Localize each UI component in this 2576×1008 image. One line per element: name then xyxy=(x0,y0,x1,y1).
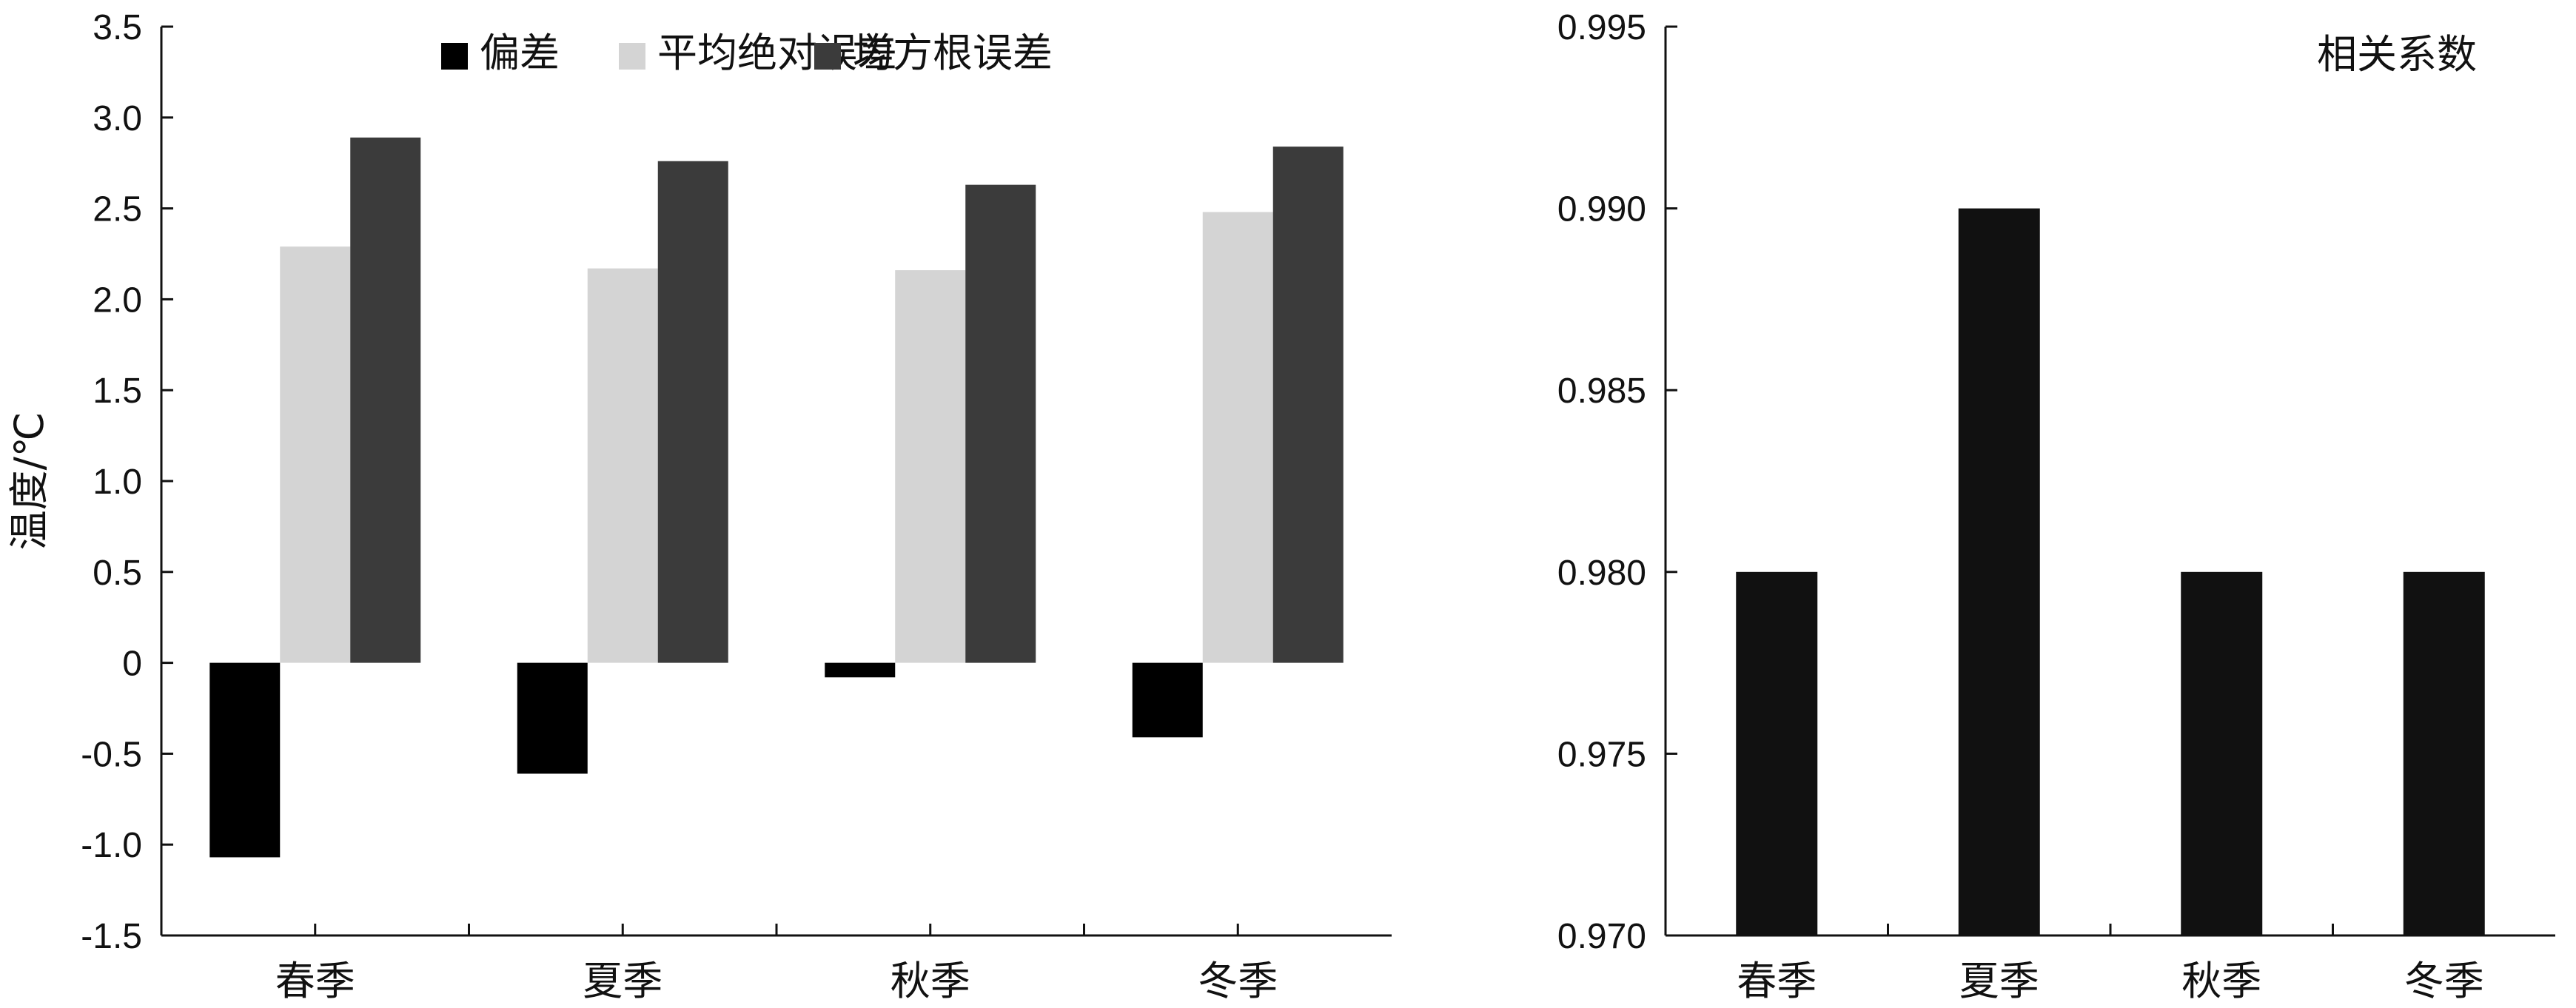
bar-rmse xyxy=(350,137,421,663)
left-y-tick-label: 1.0 xyxy=(93,463,142,502)
right-y-tick-label: 0.985 xyxy=(1557,372,1646,411)
left-y-tick-label: 0.5 xyxy=(93,554,142,593)
right-category-label: 夏季 xyxy=(1959,958,2039,1004)
legend-swatch xyxy=(619,43,645,70)
bar-correlation xyxy=(1958,208,2040,936)
bar-mae xyxy=(1202,212,1273,663)
right-y-tick-label: 0.995 xyxy=(1557,8,1646,47)
legend-label: 平均绝对误差 xyxy=(657,30,897,76)
legend-label: 相关系数 xyxy=(2317,31,2477,78)
right-y-tick-label: 0.970 xyxy=(1557,917,1646,956)
right-y-tick-label: 0.990 xyxy=(1557,190,1646,229)
bar-mae xyxy=(895,270,966,663)
bar-mae xyxy=(587,268,658,663)
left-category-label: 夏季 xyxy=(583,958,663,1004)
left-y-tick-label: 3.0 xyxy=(93,99,142,138)
left-y-tick-label: -1.0 xyxy=(81,826,142,865)
left-y-tick-label: -0.5 xyxy=(81,735,142,774)
bar-correlation xyxy=(2181,571,2263,935)
right-category-label: 春季 xyxy=(1737,958,1817,1004)
bar-correlation xyxy=(2403,571,2485,935)
left-y-tick-label: 2.0 xyxy=(93,280,142,320)
left-y-tick-label: 2.5 xyxy=(93,190,142,229)
bar-bias xyxy=(825,662,896,678)
bar-mae xyxy=(280,246,351,663)
left-y-axis-title: 温度/℃ xyxy=(6,412,53,551)
bar-correlation xyxy=(1736,571,1818,935)
bar-rmse xyxy=(657,161,728,663)
left-y-tick-label: 1.5 xyxy=(93,372,142,411)
bar-bias xyxy=(517,662,588,774)
right-y-tick-label: 0.980 xyxy=(1557,554,1646,593)
left-y-tick-label: 3.5 xyxy=(93,8,142,47)
right-category-label: 冬季 xyxy=(2404,958,2484,1004)
correlation-bar-chart: 0.970 0.975 0.980 0.985 0.990 0.995 春季 夏季 秋季 冬季 相关… xyxy=(1557,8,2555,1004)
error-bar-chart: -1.5 -1.0 -0.5 0 0.5 1.0 1.5 2.0 2.5 3.0 3.5 温度/℃ 春季… xyxy=(6,8,1392,1004)
left-y-tick-label: -1.5 xyxy=(81,917,142,956)
left-category-label: 秋季 xyxy=(890,958,970,1004)
legend-swatch xyxy=(441,43,468,70)
bar-rmse xyxy=(965,184,1036,663)
left-y-tick-label: 0 xyxy=(122,645,142,684)
left-category-label: 春季 xyxy=(275,958,355,1004)
right-y-tick-label: 0.975 xyxy=(1557,735,1646,774)
bar-rmse xyxy=(1272,147,1344,663)
right-category-label: 秋季 xyxy=(2181,958,2261,1004)
legend-label: 偏差 xyxy=(480,30,560,76)
bar-bias xyxy=(209,662,281,858)
left-category-label: 冬季 xyxy=(1198,958,1278,1004)
legend-swatch xyxy=(814,43,841,70)
bar-bias xyxy=(1132,662,1203,738)
legend-label: 均方根误差 xyxy=(853,30,1053,76)
